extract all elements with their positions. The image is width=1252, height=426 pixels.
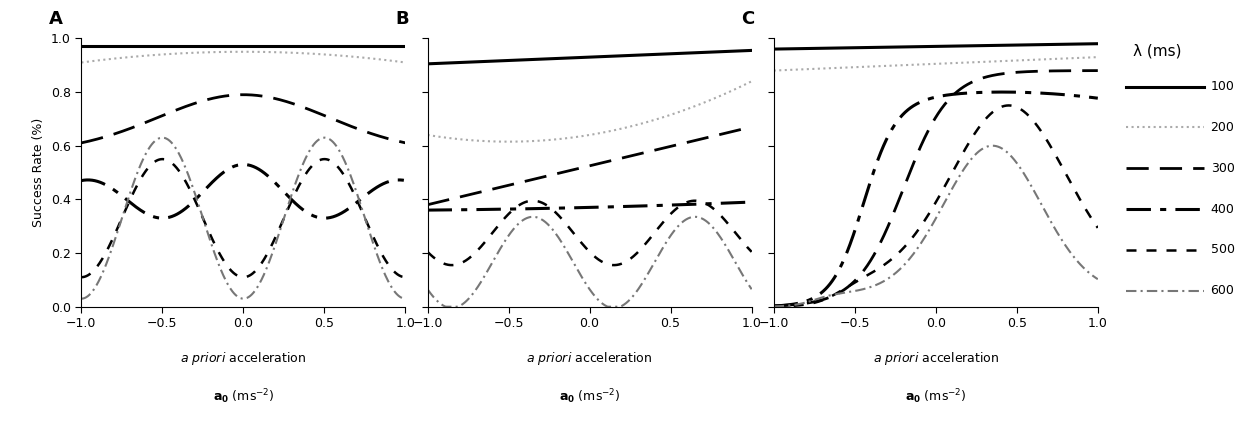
Text: C: C [741,10,755,28]
Text: $\mathbf{a_0}$ (ms$^{-2}$): $\mathbf{a_0}$ (ms$^{-2}$) [213,387,274,406]
Text: $\mathbf{a_0}$ (ms$^{-2}$): $\mathbf{a_0}$ (ms$^{-2}$) [905,387,967,406]
Text: $\it{a\ priori}$ acceleration: $\it{a\ priori}$ acceleration [873,350,999,367]
Text: 100: 100 [1211,80,1234,93]
Text: 200: 200 [1211,121,1234,134]
Text: 600: 600 [1211,284,1234,297]
Text: $\it{a\ priori}$ acceleration: $\it{a\ priori}$ acceleration [180,350,307,367]
Text: 400: 400 [1211,202,1234,216]
Y-axis label: Success Rate (%): Success Rate (%) [33,118,45,227]
Text: B: B [396,10,408,28]
Text: $\it{a\ priori}$ acceleration: $\it{a\ priori}$ acceleration [526,350,652,367]
Text: λ (ms): λ (ms) [1133,44,1182,59]
Text: 500: 500 [1211,243,1234,256]
Text: $\mathbf{a_0}$ (ms$^{-2}$): $\mathbf{a_0}$ (ms$^{-2}$) [558,387,621,406]
Text: A: A [49,10,63,28]
Text: 300: 300 [1211,162,1234,175]
